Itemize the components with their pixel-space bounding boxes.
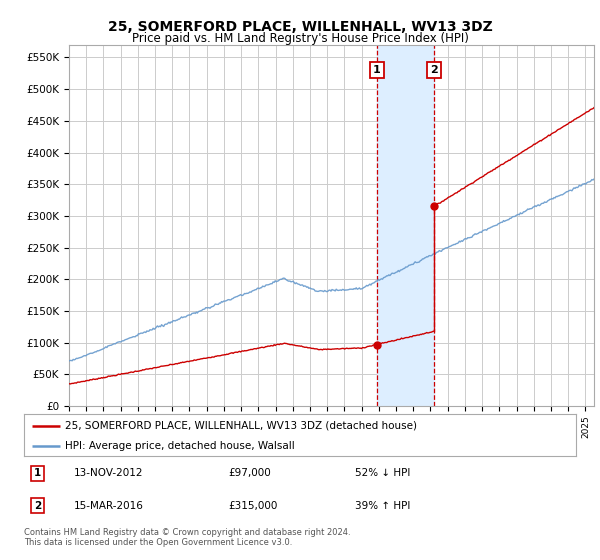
Text: 15-MAR-2016: 15-MAR-2016 <box>74 501 143 511</box>
Bar <box>377 45 434 406</box>
Text: 2: 2 <box>34 501 41 511</box>
Text: HPI: Average price, detached house, Walsall: HPI: Average price, detached house, Wals… <box>65 441 295 451</box>
Text: 39% ↑ HPI: 39% ↑ HPI <box>355 501 410 511</box>
Text: £315,000: £315,000 <box>228 501 278 511</box>
Text: 2: 2 <box>430 65 438 75</box>
Text: Contains HM Land Registry data © Crown copyright and database right 2024.
This d: Contains HM Land Registry data © Crown c… <box>24 528 350 547</box>
Text: 25, SOMERFORD PLACE, WILLENHALL, WV13 3DZ: 25, SOMERFORD PLACE, WILLENHALL, WV13 3D… <box>107 20 493 34</box>
Text: 13-NOV-2012: 13-NOV-2012 <box>74 468 143 478</box>
Text: 52% ↓ HPI: 52% ↓ HPI <box>355 468 410 478</box>
Text: 25, SOMERFORD PLACE, WILLENHALL, WV13 3DZ (detached house): 25, SOMERFORD PLACE, WILLENHALL, WV13 3D… <box>65 421 418 431</box>
Text: 1: 1 <box>34 468 41 478</box>
Text: 1: 1 <box>373 65 380 75</box>
Text: £97,000: £97,000 <box>228 468 271 478</box>
Text: Price paid vs. HM Land Registry's House Price Index (HPI): Price paid vs. HM Land Registry's House … <box>131 32 469 45</box>
